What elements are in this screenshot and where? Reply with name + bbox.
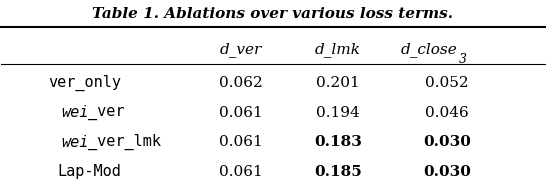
Text: d_close: d_close <box>401 42 458 57</box>
Text: ver_only: ver_only <box>48 75 121 91</box>
Text: 3: 3 <box>459 53 467 66</box>
Text: 0.061: 0.061 <box>218 135 262 149</box>
Text: 0.061: 0.061 <box>218 165 262 179</box>
Text: d_ver: d_ver <box>219 42 262 57</box>
Text: _ver_lmk: _ver_lmk <box>88 134 161 150</box>
Text: 0.201: 0.201 <box>316 76 360 90</box>
Text: 0.062: 0.062 <box>218 76 262 90</box>
Text: 0.046: 0.046 <box>425 105 468 120</box>
Text: wei: wei <box>61 135 88 150</box>
Text: 0.052: 0.052 <box>425 76 468 90</box>
Text: Table 1. Ablations over various loss terms.: Table 1. Ablations over various loss ter… <box>92 7 454 21</box>
Text: Lap-Mod: Lap-Mod <box>57 164 121 179</box>
Text: _ver: _ver <box>88 105 125 120</box>
Text: 0.030: 0.030 <box>423 165 471 179</box>
Text: 0.061: 0.061 <box>218 105 262 120</box>
Text: wei: wei <box>61 105 88 120</box>
Text: 0.030: 0.030 <box>423 135 471 149</box>
Text: d_lmk: d_lmk <box>315 42 361 57</box>
Text: 0.185: 0.185 <box>314 165 362 179</box>
Text: 0.183: 0.183 <box>314 135 362 149</box>
Text: 0.194: 0.194 <box>316 105 360 120</box>
